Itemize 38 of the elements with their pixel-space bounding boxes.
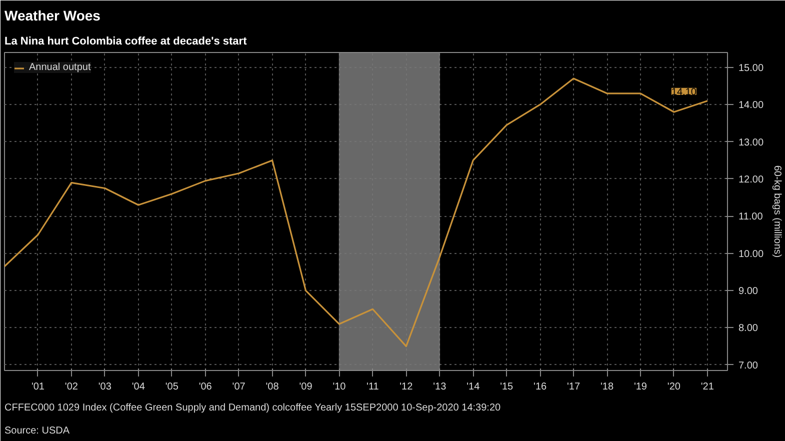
x-tick-label: '04 [132,382,146,392]
x-tick-label: '09 [299,382,313,392]
legend-label: Annual output [29,62,91,73]
y-tick-label: 10.00 [738,248,764,260]
x-tick-label: '07 [232,382,246,392]
x-tick-label: '10 [332,382,346,392]
y-axis-title: 60-kg bags (millions) [772,165,783,258]
x-tick-label: '13 [433,382,447,392]
x-tick-label: '15 [500,382,514,392]
x-tick-label: '03 [98,382,112,392]
y-tick-label: 8.00 [738,323,758,334]
x-tick-label: '01 [31,382,45,392]
x-tick-label: '17 [567,382,580,392]
x-tick-label: '20 [667,382,681,392]
y-tick-label: 15.00 [738,62,764,74]
x-tick-label: '12 [400,382,414,392]
y-tick-label: 12.00 [738,174,764,186]
x-tick-label: '14 [466,382,480,392]
y-tick-label: 9.00 [738,286,758,298]
x-tick-label: '02 [64,382,78,392]
x-tick-label: '16 [534,382,548,392]
source-note: Source: USDA [4,426,70,436]
x-tick-label: '06 [198,382,212,392]
x-tick-label: '08 [266,382,280,392]
chart-subtitle: La Nina hurt Colombia coffee at decade's start [4,36,248,48]
y-tick-label: 11.00 [738,212,764,223]
text: CFFEC000 1029 Index (Coffee Green Supply and Demand) colcoffee Yearly 15SEP2000 10-Sep-2020 14:39:20 [4,402,502,414]
x-tick-label: '19 [634,382,648,392]
y-tick-label: 7.00 [738,360,758,372]
y-tick-label: 13.00 [738,137,764,148]
chart-title: Weather Woes [4,8,101,24]
x-tick-label: '21 [700,382,714,392]
x-tick-label: '05 [165,382,179,392]
data-label: 14.10 [671,86,697,98]
x-tick-label: '18 [600,382,614,392]
x-tick-label: '11 [366,382,380,392]
line-series [4,78,708,348]
y-tick-label: 14.00 [738,100,764,112]
